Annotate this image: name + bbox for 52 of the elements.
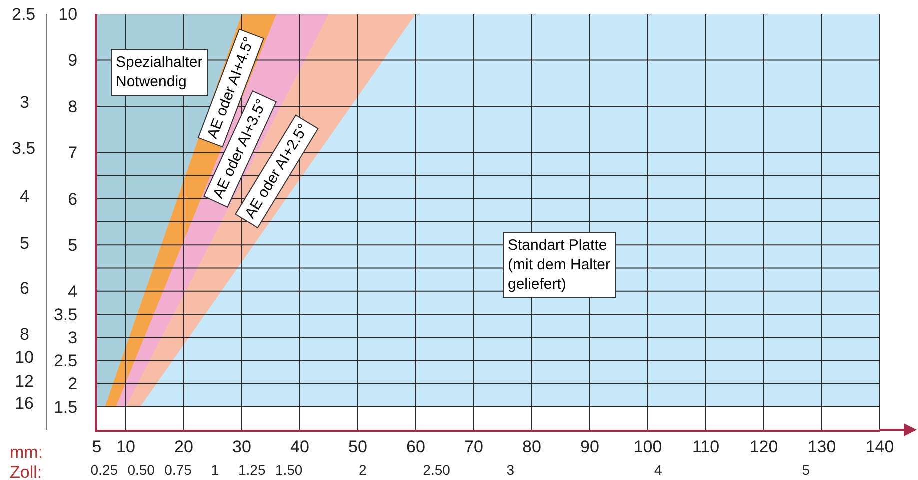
text: 12 <box>15 372 34 391</box>
x-tick-label: 70 <box>464 437 484 456</box>
y-tick-label: 9 <box>68 51 78 70</box>
x2-tick-label: 1 <box>211 462 220 478</box>
y-tick-label: 1.5 <box>54 398 78 417</box>
text: 4 <box>20 187 30 206</box>
x2-axis-title: Zoll: <box>10 463 42 480</box>
x2-tick-label: 4 <box>654 462 662 478</box>
x2-tick-label: 0.50 <box>128 462 156 478</box>
text: 16 <box>15 394 34 413</box>
y-tick-label: 3 <box>68 328 78 348</box>
x-tick-label: 60 <box>406 437 426 456</box>
y-tick-label: 8 <box>68 97 78 116</box>
x2-tick-label: 5 <box>802 462 810 478</box>
x-tick-label: 100 <box>634 437 662 456</box>
x2-tick-label: 0.75 <box>164 462 192 478</box>
text: 8 <box>20 325 30 344</box>
series-label: Spezialhalter Notwendig <box>116 54 203 90</box>
x-tick-label: 30 <box>232 437 252 456</box>
y-tick-label: 5 <box>68 236 78 256</box>
x2-tick-label: 2 <box>359 462 368 478</box>
x-tick-label: 90 <box>580 437 600 456</box>
x-tick-label: 40 <box>290 437 310 456</box>
series-label: Standart Platte (mit dem Halter geliefert) <box>508 237 611 293</box>
y-tick-label: 10 <box>58 4 78 24</box>
x-tick-label: 110 <box>692 437 720 456</box>
y-tick-label: 7 <box>68 144 78 163</box>
x-tick-label: 120 <box>750 437 778 456</box>
y-tick-label: 2 <box>68 374 78 394</box>
y-tick-label: 6 <box>68 190 78 209</box>
text: 3 <box>20 93 30 112</box>
text: 6 <box>20 279 30 298</box>
x2-tick-label: 1.50 <box>275 462 303 478</box>
x-axis-title: mm: <box>10 443 44 462</box>
text: 5 <box>20 234 30 253</box>
text: 2.5 <box>12 5 36 24</box>
text: 10 <box>15 348 34 367</box>
x-tick-label: 10 <box>116 437 136 456</box>
x2-tick-label: 3 <box>506 462 515 478</box>
x2-tick-label: 0.25 <box>90 462 118 478</box>
x-tick-label: 80 <box>522 437 542 456</box>
y-tick-label: 2.5 <box>54 352 78 371</box>
x2-tick-label: 1.25 <box>238 462 266 478</box>
x-tick-label: 50 <box>348 437 368 456</box>
x-tick-label: 20 <box>174 437 194 456</box>
x-tick-label: 5 <box>92 437 102 456</box>
x2-tick-label: 2.50 <box>423 462 451 478</box>
text: 3.5 <box>12 139 36 158</box>
x-tick-label: 140 <box>866 437 894 456</box>
y-tick-label: 4 <box>68 282 78 302</box>
y-tick-label: 3.5 <box>54 305 78 324</box>
x-tick-label: 130 <box>808 437 836 456</box>
